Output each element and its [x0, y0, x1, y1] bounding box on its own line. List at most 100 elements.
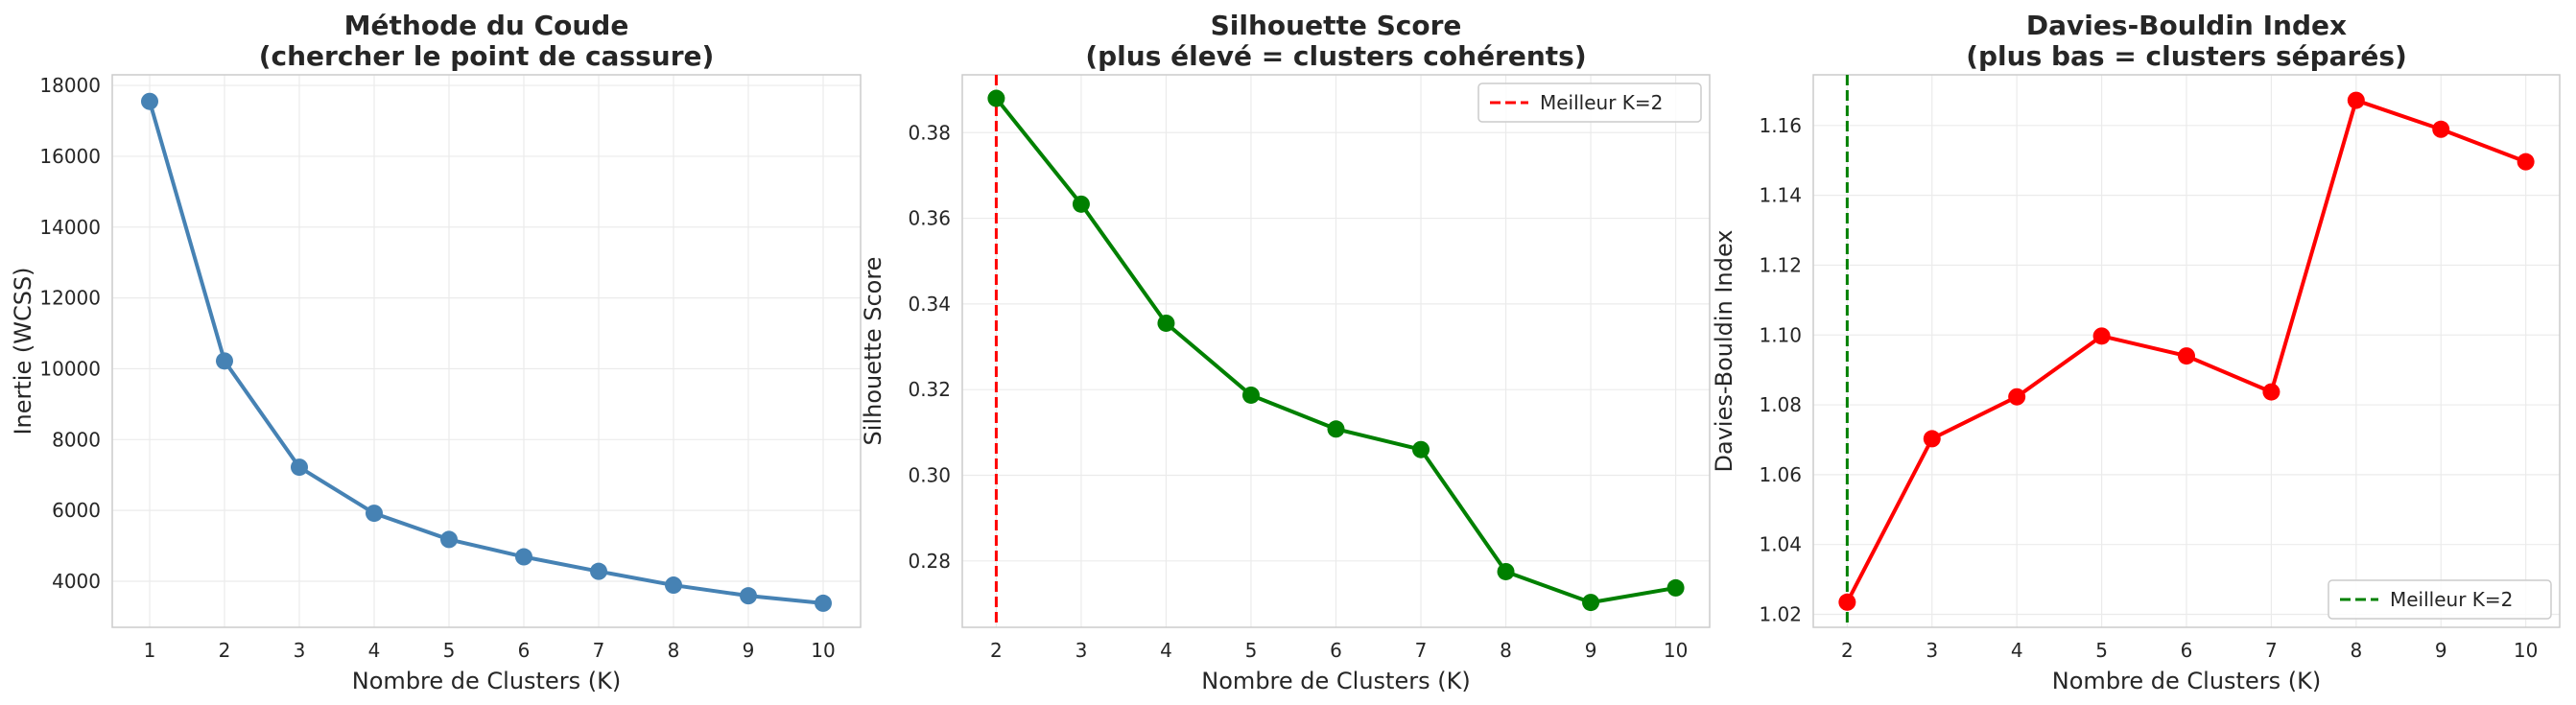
data-point — [2517, 153, 2535, 171]
chart-subtitle: (plus élevé = clusters cohérents) — [1085, 40, 1586, 72]
x-tick-label: 3 — [1075, 639, 1088, 662]
y-tick-label: 6000 — [52, 499, 101, 522]
x-tick-label: 7 — [593, 639, 605, 662]
x-tick-label: 10 — [811, 639, 835, 662]
chart-title: Silhouette Score — [1211, 10, 1462, 41]
chart-2: 2 3 4 5 6 7 8 9 10 0.28 0.30 0.32 0.34 0.36 0.38 Silhou… — [860, 10, 1711, 694]
x-tick-label: 5 — [1245, 639, 1258, 662]
chart-1: 1 2 3 4 5 6 7 8 9 10 4000 6000 8000 10000 12000 14000 16… — [10, 10, 862, 694]
data-point — [1582, 594, 1600, 612]
x-tick-label: 2 — [990, 639, 1003, 662]
data-point — [2008, 388, 2026, 406]
x-tick-label: 9 — [1585, 639, 1597, 662]
y-tick-label: 1.12 — [1759, 253, 1802, 276]
x-tick-label: 10 — [1664, 639, 1688, 662]
legend: Meilleur K=2 — [1477, 82, 1702, 123]
legend: Meilleur K=2 — [2328, 579, 2552, 620]
legend-label: Meilleur K=2 — [1540, 91, 1663, 114]
chart-title: Davies-Bouldin Index — [2026, 10, 2347, 41]
y-tick-label: 4000 — [52, 570, 101, 593]
x-tick-label: 1 — [144, 639, 156, 662]
y-tick-label: 18000 — [39, 74, 101, 97]
x-tick-label: 3 — [1926, 639, 1938, 662]
x-tick-label: 6 — [518, 639, 531, 662]
series-line — [148, 101, 824, 605]
y-tick-label: 1.02 — [1759, 603, 1802, 626]
y-tick-label: 0.32 — [908, 378, 951, 401]
y-tick-label: 0.30 — [908, 463, 951, 486]
x-tick-label: 3 — [294, 639, 306, 662]
plot-area — [112, 75, 861, 627]
data-point — [515, 548, 532, 566]
x-axis-label: Nombre de Clusters (K) — [352, 668, 621, 694]
x-axis-label: Nombre de Clusters (K) — [1201, 668, 1470, 694]
y-tick-label: 14000 — [39, 216, 101, 239]
grid — [112, 75, 861, 627]
data-point — [1327, 420, 1345, 438]
data-point — [815, 594, 832, 612]
data-point — [440, 530, 458, 549]
data-point — [2262, 383, 2281, 401]
x-tick-label: 6 — [2181, 639, 2193, 662]
plot-frame — [111, 74, 862, 628]
x-tick-label: 8 — [2350, 639, 2362, 662]
data-point — [1923, 430, 1941, 448]
y-tick-label: 10000 — [39, 357, 101, 380]
x-tick-label: 5 — [443, 639, 456, 662]
y-axis-label: Silhouette Score — [860, 257, 886, 446]
data-point — [1412, 440, 1430, 458]
data-point — [740, 587, 757, 605]
data-point — [141, 92, 158, 110]
chart-title: Méthode du Coude — [344, 10, 629, 41]
x-tick-label: 9 — [743, 639, 755, 662]
y-tick-label: 1.06 — [1759, 463, 1802, 486]
data-point — [2432, 120, 2450, 138]
data-point — [366, 505, 383, 523]
chart-subtitle: (plus bas = clusters séparés) — [1966, 40, 2407, 72]
x-tick-label: 4 — [1160, 639, 1172, 662]
data-point — [665, 576, 682, 595]
x-tick-label: 5 — [2095, 639, 2108, 662]
data-point — [2178, 347, 2195, 365]
data-point — [987, 89, 1005, 107]
y-axis-label: Inertie (WCSS) — [10, 267, 36, 435]
x-tick-label: 10 — [2514, 639, 2538, 662]
y-tick-label: 1.08 — [1759, 393, 1802, 416]
x-tick-label: 4 — [2011, 639, 2023, 662]
data-point — [590, 562, 607, 580]
legend-label: Meilleur K=2 — [2390, 588, 2513, 611]
y-tick-label: 1.16 — [1759, 114, 1802, 137]
y-tick-label: 0.38 — [908, 121, 951, 144]
data-point — [216, 352, 233, 370]
x-tick-label: 2 — [219, 639, 231, 662]
data-point — [1666, 578, 1685, 597]
x-tick-label: 6 — [1330, 639, 1342, 662]
x-tick-label: 7 — [2265, 639, 2278, 662]
y-tick-label: 8000 — [52, 428, 101, 451]
legend-box — [2328, 579, 2552, 620]
y-axis-label: Davies-Bouldin Index — [1711, 230, 1737, 473]
y-tick-label: 12000 — [39, 287, 101, 310]
x-tick-label: 8 — [668, 639, 680, 662]
data-point — [1241, 386, 1260, 404]
data-point — [2347, 91, 2365, 109]
plot-frame — [1812, 74, 2561, 628]
y-tick-label: 16000 — [39, 145, 101, 168]
x-tick-label: 4 — [368, 639, 381, 662]
y-tick-label: 1.10 — [1759, 323, 1802, 346]
x-tick-label: 9 — [2435, 639, 2447, 662]
y-tick-label: 0.36 — [908, 207, 951, 230]
y-tick-label: 1.04 — [1759, 533, 1802, 556]
data-point — [1838, 593, 1856, 611]
y-tick-label: 1.14 — [1759, 184, 1802, 207]
y-tick-label: 0.28 — [908, 550, 951, 573]
data-point — [2092, 327, 2111, 345]
y-tick-label: 0.34 — [908, 293, 951, 316]
plot-frame — [961, 74, 1711, 628]
x-axis-label: Nombre de Clusters (K) — [2052, 668, 2321, 694]
legend-box — [1477, 82, 1702, 123]
x-tick-label: 7 — [1415, 639, 1428, 662]
data-point — [1497, 562, 1515, 580]
data-point — [1157, 314, 1175, 332]
